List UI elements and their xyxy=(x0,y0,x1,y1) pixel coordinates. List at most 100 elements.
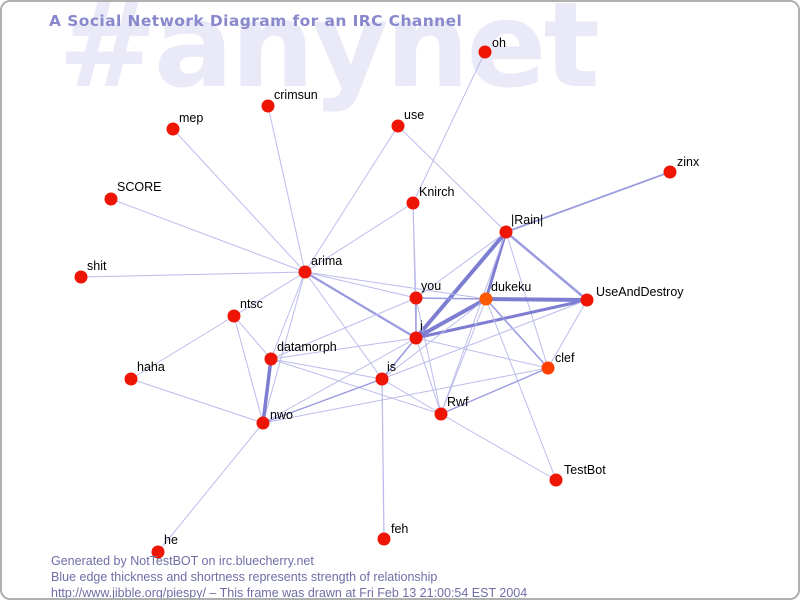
node-label-oh: oh xyxy=(492,36,506,50)
edge-mep-arima xyxy=(172,128,306,273)
edge-dukeku-rwf xyxy=(440,298,487,415)
edge-clef-nwo xyxy=(262,367,549,424)
edge-rain-useanddestroy xyxy=(505,231,588,301)
edge-i-rwf xyxy=(415,337,442,415)
footer: Generated by NotTestBOT on irc.bluecherr… xyxy=(51,553,527,598)
edge-you-rwf xyxy=(415,297,442,415)
edge-arima-dukeku xyxy=(304,271,487,300)
node-datamorph xyxy=(264,352,278,366)
edge-knirch-arima xyxy=(304,202,414,273)
node-label-zinx: zinx xyxy=(677,155,700,169)
node-he xyxy=(151,545,165,559)
node-arima xyxy=(298,265,312,279)
edge-ntsc-haha xyxy=(130,315,235,380)
node-oh xyxy=(478,45,492,59)
node-label-arima: arima xyxy=(311,254,342,268)
node-knirch xyxy=(406,196,420,210)
node-clef xyxy=(541,361,555,375)
node-label-useanddestroy: UseAndDestroy xyxy=(596,285,684,299)
node-haha xyxy=(124,372,138,386)
edge-i-nwo xyxy=(262,337,417,424)
node-label-datamorph: datamorph xyxy=(277,340,337,354)
node-label-testbot: TestBot xyxy=(564,463,606,477)
edge-useanddestroy-is xyxy=(381,299,588,380)
edge-datamorph-rwf xyxy=(270,358,442,415)
edge-i-useanddestroy xyxy=(415,298,588,340)
edge-datamorph-is xyxy=(270,358,383,380)
node-nwo xyxy=(256,416,270,430)
edge-i-is xyxy=(381,337,417,380)
node-useanddestroy xyxy=(580,293,594,307)
edge-dukeku-useanddestroy xyxy=(485,297,588,302)
edge-clef-rwf xyxy=(440,367,549,415)
edge-dukeku-testbot xyxy=(485,298,557,481)
edge-dukeku-is xyxy=(381,298,487,380)
edge-i-clef xyxy=(415,337,549,369)
node-label-mep: mep xyxy=(179,111,203,125)
node-label-i: i xyxy=(420,319,423,333)
edge-dukeku-clef xyxy=(485,298,549,369)
edge-you-dukeku xyxy=(415,297,487,300)
edge-ntsc-datamorph xyxy=(233,315,272,360)
edge-crimsun-arima xyxy=(267,105,306,273)
node-use xyxy=(391,119,405,133)
node-crimsun xyxy=(261,99,275,113)
edge-arima-is xyxy=(304,271,383,380)
edge-datamorph-nwo xyxy=(261,358,273,424)
edge-haha-nwo xyxy=(130,378,264,424)
edge-ntsc-nwo xyxy=(233,315,264,424)
edge-nwo-is xyxy=(262,378,383,424)
node-label-you: you xyxy=(421,279,441,293)
node-label-is: is xyxy=(387,360,396,374)
node-rwf xyxy=(434,407,448,421)
edge-rain-you xyxy=(415,231,507,299)
node-dukeku xyxy=(479,292,493,306)
edge-arima-ntsc xyxy=(233,271,306,317)
node-label-rain: |Rain| xyxy=(511,213,543,227)
edge-rwf-is xyxy=(381,378,442,415)
edge-arima-i xyxy=(304,271,417,339)
node-is xyxy=(375,372,389,386)
edge-rwf-testbot xyxy=(440,413,557,481)
node-label-shit: shit xyxy=(87,259,107,273)
edge-arima-you xyxy=(304,271,417,299)
node-label-score: SCORE xyxy=(117,180,161,194)
edge-use-arima xyxy=(304,125,399,273)
edge-rain-rwf xyxy=(440,231,507,415)
node-label-use: use xyxy=(404,108,424,122)
node-i xyxy=(409,331,423,345)
node-mep xyxy=(166,122,180,136)
node-testbot xyxy=(549,473,563,487)
edge-i-dukeku xyxy=(415,297,487,340)
node-label-nwo: nwo xyxy=(270,408,293,422)
node-label-feh: feh xyxy=(391,522,408,536)
edge-arima-nwo xyxy=(262,271,306,424)
node-label-dukeku: dukeku xyxy=(491,280,531,294)
node-you xyxy=(409,291,423,305)
channel-watermark: #anynet xyxy=(58,0,600,114)
diagram-title: A Social Network Diagram for an IRC Chan… xyxy=(49,12,463,30)
edge-oh-knirch xyxy=(412,51,486,204)
node-score xyxy=(104,192,118,206)
node-zinx xyxy=(663,165,677,179)
node-label-he: he xyxy=(164,533,178,547)
node-ntsc xyxy=(227,309,241,323)
edge-score-arima xyxy=(110,198,306,273)
edge-arima-datamorph xyxy=(270,271,306,360)
node-rain xyxy=(499,225,513,239)
edge-use-rain xyxy=(397,125,507,233)
node-label-crimsun: crimsun xyxy=(274,88,318,102)
edge-useanddestroy-clef xyxy=(547,299,588,369)
node-shit xyxy=(74,270,88,284)
footer-generated-by: Generated by NotTestBOT on irc.bluecherr… xyxy=(51,554,314,568)
node-label-clef: clef xyxy=(555,351,575,365)
edge-is-feh xyxy=(381,378,385,540)
footer-legend: Blue edge thickness and shortness repres… xyxy=(51,570,438,584)
node-label-rwf: Rwf xyxy=(447,395,469,409)
edge-datamorph-you xyxy=(270,297,417,360)
node-label-knirch: Knirch xyxy=(419,185,454,199)
edge-rain-dukeku xyxy=(484,231,508,300)
node-label-haha: haha xyxy=(137,360,165,374)
